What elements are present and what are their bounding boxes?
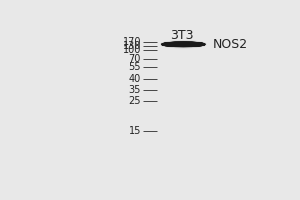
Text: 3T3: 3T3 [170, 29, 194, 42]
Ellipse shape [162, 42, 205, 46]
Ellipse shape [164, 43, 203, 46]
Ellipse shape [163, 43, 204, 46]
Ellipse shape [164, 43, 203, 46]
Text: 25: 25 [128, 96, 141, 106]
Ellipse shape [164, 43, 202, 46]
Text: 100: 100 [123, 45, 141, 55]
Text: 170: 170 [122, 37, 141, 47]
Text: 130: 130 [123, 41, 141, 51]
Text: 35: 35 [129, 85, 141, 95]
Ellipse shape [165, 43, 202, 45]
Ellipse shape [165, 43, 202, 45]
Ellipse shape [163, 43, 204, 46]
Ellipse shape [162, 42, 205, 46]
Ellipse shape [165, 43, 202, 45]
Ellipse shape [164, 43, 203, 46]
Text: 15: 15 [129, 126, 141, 136]
Ellipse shape [165, 43, 202, 45]
Ellipse shape [165, 43, 202, 45]
Text: 55: 55 [128, 62, 141, 72]
Ellipse shape [164, 43, 203, 46]
Ellipse shape [163, 42, 204, 46]
Ellipse shape [164, 43, 202, 45]
Ellipse shape [163, 43, 204, 46]
Ellipse shape [163, 43, 203, 46]
Text: 40: 40 [129, 74, 141, 84]
Ellipse shape [164, 43, 203, 46]
Ellipse shape [163, 43, 204, 46]
Ellipse shape [164, 43, 203, 46]
Ellipse shape [164, 43, 203, 46]
Text: 70: 70 [129, 54, 141, 64]
Ellipse shape [162, 42, 205, 46]
Ellipse shape [162, 42, 205, 46]
Ellipse shape [161, 41, 206, 48]
Ellipse shape [162, 42, 205, 46]
Ellipse shape [164, 43, 203, 46]
Ellipse shape [163, 42, 204, 46]
Ellipse shape [165, 43, 202, 45]
Text: NOS2: NOS2 [213, 38, 248, 51]
Ellipse shape [163, 43, 204, 46]
Ellipse shape [162, 42, 204, 46]
